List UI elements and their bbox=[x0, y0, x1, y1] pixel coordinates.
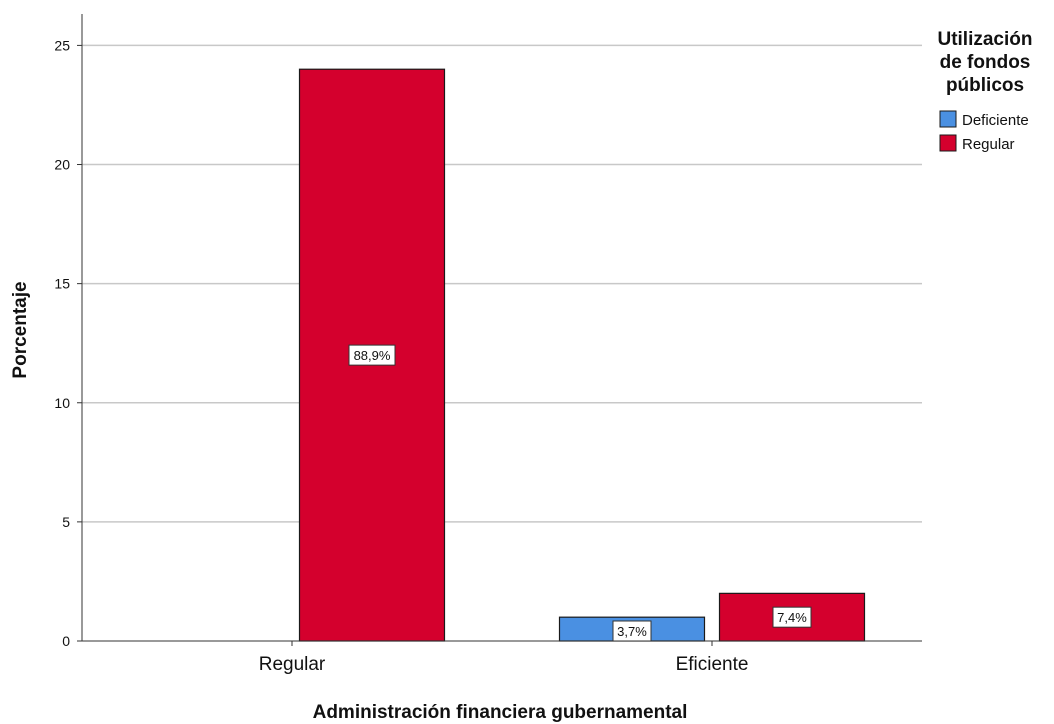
data-label-box bbox=[348, 344, 396, 366]
y-tick-labels: 0 5 10 15 20 25 bbox=[54, 37, 70, 649]
y-axis-title: Porcentaje bbox=[10, 281, 31, 378]
y-tick-label: 0 bbox=[62, 633, 70, 649]
legend-item: Regular bbox=[939, 134, 1015, 153]
data-label-box bbox=[772, 606, 812, 628]
legend: Utilización de fondos públicos Deficient… bbox=[937, 29, 1032, 153]
data-labels: 88,9% 3,7% 7,4% bbox=[348, 344, 812, 642]
y-tick-label: 15 bbox=[54, 276, 70, 292]
data-label-text: 88,9% bbox=[354, 348, 391, 363]
y-tick-label: 25 bbox=[54, 37, 70, 53]
data-label: 3,7% bbox=[612, 620, 652, 642]
data-label-text: 7,4% bbox=[777, 610, 807, 625]
gridlines bbox=[82, 44, 922, 523]
y-tick-label: 20 bbox=[54, 157, 70, 173]
legend-swatch bbox=[939, 134, 957, 152]
x-axis-title: Administración financiera gubernamental bbox=[313, 702, 688, 723]
y-tick-label: 5 bbox=[62, 514, 70, 530]
data-label: 7,4% bbox=[772, 606, 812, 628]
data-label: 88,9% bbox=[348, 344, 396, 366]
x-category-labels: Regular Eficiente bbox=[259, 654, 749, 675]
legend-items: Deficiente Regular bbox=[939, 110, 1029, 153]
legend-title-line-3: públicos bbox=[946, 75, 1024, 96]
legend-label: Deficiente bbox=[962, 112, 1029, 129]
data-label-box bbox=[612, 620, 652, 642]
legend-swatch bbox=[939, 110, 957, 128]
x-category-label: Eficiente bbox=[676, 654, 749, 675]
legend-title-line-2: de fondos bbox=[940, 52, 1031, 73]
legend-label: Regular bbox=[962, 136, 1015, 153]
x-category-label: Regular bbox=[259, 654, 326, 675]
axes bbox=[77, 14, 922, 646]
legend-item: Deficiente bbox=[939, 110, 1029, 129]
legend-title-line-1: Utilización bbox=[937, 29, 1032, 50]
data-label-text: 3,7% bbox=[617, 624, 647, 639]
y-tick-label: 10 bbox=[54, 395, 70, 411]
